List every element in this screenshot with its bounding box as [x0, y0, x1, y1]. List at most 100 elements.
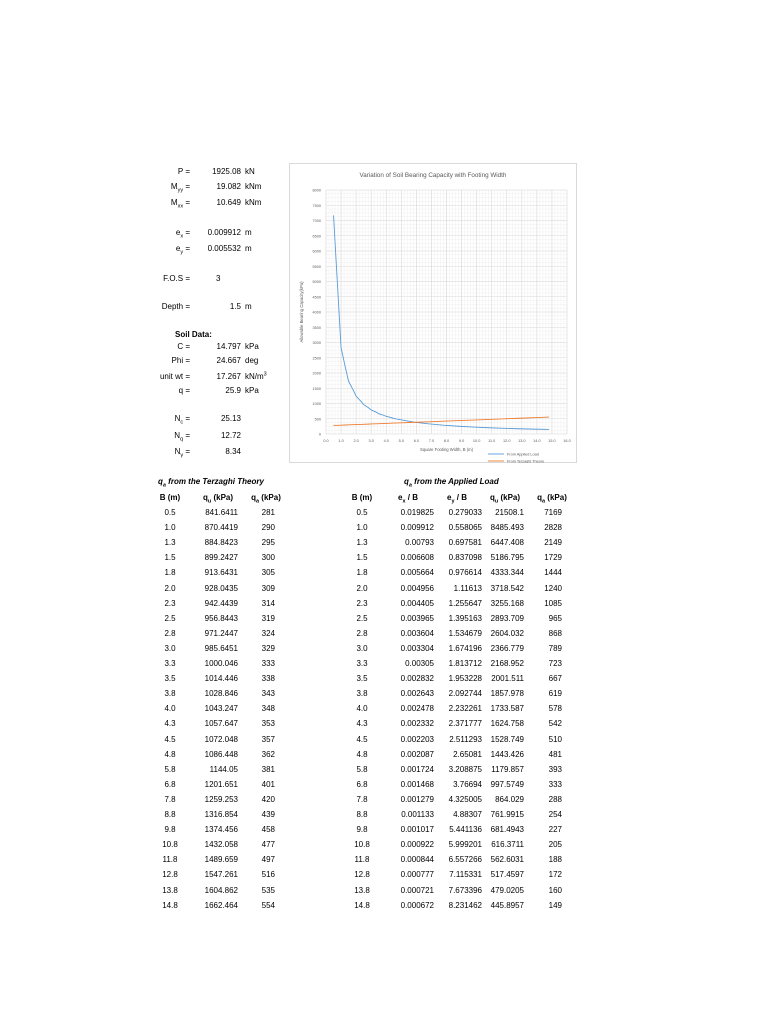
- terzaghi-cell: 7.8: [164, 794, 176, 804]
- terzaghi-header-1: qu (kPa): [202, 493, 234, 505]
- applied-cell: 2.0: [356, 583, 368, 593]
- ex-label: ex =: [175, 228, 190, 240]
- applied-cell: 4.88307: [453, 810, 482, 819]
- terzaghi-cell: 329: [261, 643, 275, 653]
- ex-unit: m: [245, 228, 252, 237]
- applied-cell: 4.5: [356, 734, 368, 744]
- y-tick-label: 0: [319, 433, 321, 437]
- applied-cell: 3.208875: [448, 764, 482, 774]
- applied-cell: 479.0205: [490, 885, 524, 895]
- applied-cell: 21508.1: [495, 508, 524, 517]
- applied-cell: 0.00305: [405, 659, 434, 668]
- myy-value: 19.082: [216, 182, 241, 191]
- x-tick-label: 5.0: [399, 439, 404, 443]
- terzaghi-cell: 12.8: [162, 870, 178, 880]
- y-tick-label: 1500: [313, 387, 321, 391]
- applied-cell: 0.001133: [401, 810, 434, 819]
- terzaghi-cell: 913.6431: [204, 568, 238, 578]
- applied-cell: 1085: [544, 598, 562, 608]
- terzaghi-cell: 1374.456: [204, 825, 238, 835]
- x-tick-label: 12.0: [503, 439, 510, 443]
- applied-title: qa from the Applied Load: [404, 477, 499, 489]
- applied-cell: 172: [548, 870, 562, 880]
- applied-cell: 578: [548, 704, 562, 714]
- terzaghi-cell: 1086.448: [204, 749, 238, 759]
- applied-cell: 0.009912: [400, 523, 434, 533]
- applied-cell: 1.3: [356, 538, 368, 548]
- applied-cell: 188: [548, 855, 562, 865]
- applied-cell: 1.674196: [448, 643, 482, 653]
- y-tick-label: 3500: [313, 326, 321, 330]
- applied-cell: 4.3: [356, 719, 368, 729]
- applied-cell: 0.000672: [400, 900, 434, 910]
- applied-cell: 0.005664: [400, 568, 434, 578]
- terzaghi-cell: 401: [261, 779, 275, 789]
- applied-cell: 616.3711: [491, 840, 524, 850]
- terzaghi-cell: 2.5: [164, 613, 176, 623]
- x-tick-label: 15.0: [548, 439, 555, 443]
- terzaghi-cell: 1604.862: [204, 885, 238, 895]
- terzaghi-cell: 1547.261: [204, 870, 238, 880]
- terzaghi-cell: 281: [261, 508, 275, 517]
- applied-cell: 7.673396: [448, 885, 482, 895]
- q-label: q =: [178, 386, 190, 395]
- terzaghi-cell: 956.8443: [204, 613, 238, 623]
- x-axis-label: Square Footing Width, B (m): [420, 447, 474, 452]
- applied-cell: 12.8: [354, 870, 370, 880]
- applied-cell: 0.004405: [400, 598, 434, 608]
- terzaghi-cell: 314: [261, 598, 275, 608]
- terzaghi-cell: 4.8: [164, 749, 176, 759]
- applied-cell: 0.002332: [400, 719, 434, 729]
- y-tick-label: 500: [315, 417, 321, 421]
- terzaghi-cell: 942.4439: [204, 598, 238, 608]
- terzaghi-cell: 14.8: [162, 900, 178, 910]
- applied-cell: 0.000922: [400, 840, 434, 850]
- applied-cell: 393: [548, 764, 562, 774]
- phi-unit: deg: [245, 356, 259, 365]
- terzaghi-cell: 319: [261, 613, 275, 623]
- applied-cell: 0.000844: [400, 855, 434, 865]
- x-tick-label: 0.0: [323, 439, 328, 443]
- q-unit: kPa: [245, 386, 259, 395]
- applied-cell: 0.001468: [400, 779, 434, 789]
- applied-cell: 864.029: [495, 794, 524, 804]
- terzaghi-cell: 841.6411: [205, 508, 238, 517]
- terzaghi-cell: 0.5: [164, 508, 176, 517]
- chart-title: Variation of Soil Bearing Capacity with …: [360, 172, 507, 179]
- applied-cell: 997.5749: [490, 779, 524, 789]
- applied-cell: 0.001724: [400, 764, 434, 774]
- applied-cell: 0.001279: [400, 794, 434, 804]
- terzaghi-cell: 1072.048: [204, 734, 238, 744]
- nc-label: Nc =: [174, 414, 190, 426]
- applied-cell: 1857.978: [490, 689, 524, 699]
- legend-label-1: From Terzaghi Theory: [507, 460, 544, 464]
- terzaghi-title: qa from the Terzaghi Theory: [158, 477, 264, 489]
- applied-cell: 868: [548, 628, 562, 638]
- y-tick-label: 2500: [313, 356, 321, 360]
- applied-cell: 1240: [544, 583, 562, 593]
- ngamma-value: 8.34: [225, 447, 241, 456]
- terzaghi-cell: 1014.446: [204, 674, 238, 684]
- applied-cell: 6.557266: [448, 855, 482, 865]
- terzaghi-cell: 535: [261, 885, 275, 895]
- terzaghi-cell: 884.8423: [204, 538, 238, 548]
- applied-cell: 7.115331: [449, 870, 482, 880]
- x-tick-label: 10.0: [473, 439, 480, 443]
- bearing-capacity-chart: Variation of Soil Bearing Capacity with …: [289, 163, 577, 463]
- x-tick-label: 7.0: [429, 439, 434, 443]
- applied-cell: 2.8: [356, 628, 368, 638]
- ngamma-label: Nγ =: [174, 447, 190, 459]
- applied-cell: 3.5: [356, 674, 368, 684]
- applied-cell: 0.837098: [448, 553, 482, 563]
- terzaghi-cell: 13.8: [162, 885, 178, 895]
- y-tick-label: 8000: [313, 189, 321, 193]
- terzaghi-cell: 439: [261, 810, 275, 819]
- x-tick-label: 11.0: [488, 439, 495, 443]
- fos-label: F.O.S =: [163, 274, 190, 283]
- depth-label: Depth =: [161, 302, 190, 311]
- depth-unit: m: [245, 302, 252, 311]
- applied-cell: 761.9915: [490, 810, 524, 819]
- applied-cell: 445.8957: [490, 900, 524, 910]
- applied-cell: 789: [548, 643, 562, 653]
- ey-label: ey =: [175, 244, 190, 256]
